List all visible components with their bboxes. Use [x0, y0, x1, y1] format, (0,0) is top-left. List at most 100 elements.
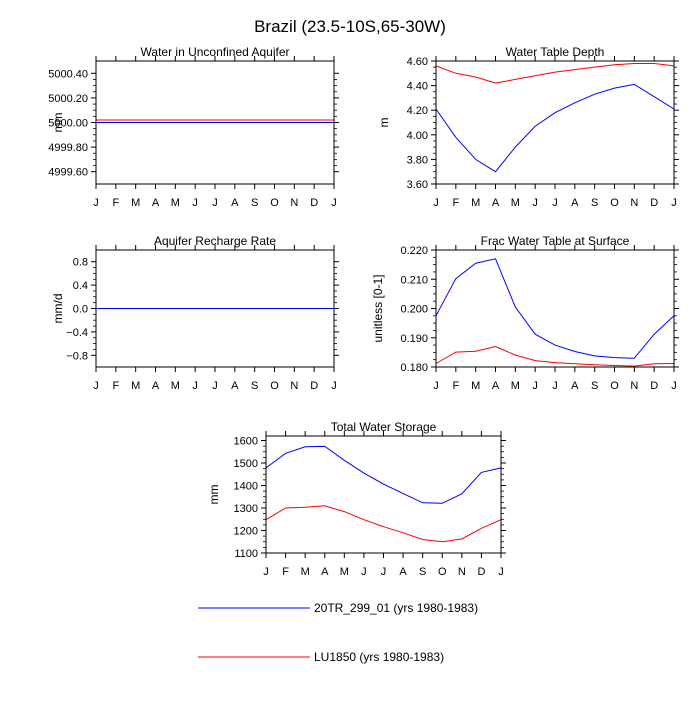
xtick-label-frac-water-table-at-surface: J [552, 380, 558, 392]
panel-frac-water-table-at-surface: Frac Water Table at Surface unitless [0-1… [371, 234, 679, 392]
xtick-label-frac-water-table-at-surface: A [571, 380, 579, 392]
ytick-label-water-table-depth: 4.00 [407, 130, 428, 142]
panels: Water in Unconfined Aquifer mm 4999.60 4999… [48, 45, 679, 578]
xtick-label-frac-water-table-at-surface: J [671, 380, 677, 392]
legend-label-lu1850: LU1850 (yrs 1980-1983) [314, 650, 444, 664]
figure-title: Brazil (23.5-10S,65-30W) [254, 17, 446, 36]
panel-title-aquifer-recharge-rate: Aquifer Recharge Rate [154, 234, 276, 248]
panel-water-table-depth: Water Table Depth m 3.60 3.80 4.00 4.20 4.40 4.… [377, 45, 679, 209]
xtick-label-total-water-storage: M [340, 566, 349, 578]
xtick-label-water-table-depth: J [552, 197, 558, 209]
ytick-label-total-water-storage: 1100 [234, 548, 258, 560]
ytick-label-total-water-storage: 1500 [234, 458, 258, 470]
ytick-label-water-in-unconfined-aquifer: 4999.80 [48, 142, 88, 154]
panel-total-water-storage: Total Water Storage mm 1100 1200 1300 1400 150… [207, 420, 506, 578]
xtick-label-water-in-unconfined-aquifer: J [331, 197, 337, 209]
xtick-label-water-table-depth: J [433, 197, 439, 209]
ytick-label-water-in-unconfined-aquifer: 5000.00 [48, 118, 88, 130]
ylabel-water-in-unconfined-aquifer: mm [51, 113, 65, 133]
xtick-label-aquifer-recharge-rate: D [310, 380, 318, 392]
xtick-label-water-in-unconfined-aquifer: S [251, 197, 258, 209]
panel-title-water-table-depth: Water Table Depth [506, 45, 605, 59]
xtick-label-total-water-storage: J [498, 566, 504, 578]
xtick-label-total-water-storage: D [477, 566, 485, 578]
xtick-label-water-in-unconfined-aquifer: A [152, 197, 160, 209]
series-line-lu1850-frac-water-table-at-surface [435, 345, 675, 367]
xtick-label-frac-water-table-at-surface: N [630, 380, 638, 392]
panel-water-in-unconfined-aquifer: Water in Unconfined Aquifer mm 4999.60 4999… [48, 45, 339, 209]
series-line-20tr-299-01-frac-water-table-at-surface [435, 258, 675, 359]
legend: 20TR_299_01 (yrs 1980-1983) LU1850 (yrs … [198, 601, 478, 664]
xtick-label-water-table-depth: M [511, 197, 520, 209]
xtick-label-water-in-unconfined-aquifer: F [112, 197, 119, 209]
ytick-label-total-water-storage: 1600 [234, 436, 258, 448]
plot-frame-water-in-unconfined-aquifer [95, 60, 335, 185]
ytick-label-aquifer-recharge-rate: −0.4 [66, 327, 88, 339]
xtick-label-frac-water-table-at-surface: D [650, 380, 658, 392]
panel-title-frac-water-table-at-surface: Frac Water Table at Surface [481, 234, 630, 248]
xtick-label-water-in-unconfined-aquifer: A [231, 197, 239, 209]
ytick-label-total-water-storage: 1300 [234, 503, 258, 515]
xtick-label-total-water-storage: A [399, 566, 407, 578]
xtick-label-frac-water-table-at-surface: J [532, 380, 538, 392]
series-line-20tr-299-01-total-water-storage [265, 445, 502, 504]
xtick-label-aquifer-recharge-rate: O [270, 380, 279, 392]
ytick-label-water-table-depth: 4.40 [407, 81, 428, 93]
ytick-label-water-table-depth: 3.60 [407, 179, 428, 191]
ylabel-water-table-depth: m [377, 118, 391, 128]
xtick-label-water-in-unconfined-aquifer: J [93, 197, 99, 209]
xtick-label-frac-water-table-at-surface: F [452, 380, 459, 392]
xtick-label-total-water-storage: O [438, 566, 447, 578]
panel-aquifer-recharge-rate: Aquifer Recharge Rate mm/d −0.8 −0.4 0.0 0.4 0… [51, 234, 339, 392]
ytick-label-water-in-unconfined-aquifer: 5000.20 [48, 93, 88, 105]
xtick-label-frac-water-table-at-surface: S [591, 380, 598, 392]
xtick-label-aquifer-recharge-rate: J [212, 380, 218, 392]
ylabel-total-water-storage: mm [207, 485, 221, 505]
ytick-label-frac-water-table-at-surface: 0.210 [400, 274, 428, 286]
panel-title-total-water-storage: Total Water Storage [331, 420, 437, 434]
ylabel-frac-water-table-at-surface: unitless [0-1] [371, 274, 385, 342]
xtick-label-total-water-storage: N [458, 566, 466, 578]
plot-frame-aquifer-recharge-rate [95, 249, 335, 368]
xtick-label-water-in-unconfined-aquifer: D [310, 197, 318, 209]
plot-frame-frac-water-table-at-surface [435, 249, 675, 368]
ytick-label-total-water-storage: 1400 [234, 481, 258, 493]
series-line-20tr-299-01-water-table-depth [435, 83, 675, 173]
xtick-label-aquifer-recharge-rate: N [290, 380, 298, 392]
xtick-label-water-table-depth: M [471, 197, 480, 209]
ytick-label-aquifer-recharge-rate: 0.4 [73, 280, 88, 292]
xtick-label-total-water-storage: A [321, 566, 329, 578]
ytick-label-water-table-depth: 3.80 [407, 154, 428, 166]
ytick-label-aquifer-recharge-rate: −0.8 [66, 350, 88, 362]
panel-title-water-in-unconfined-aquifer: Water in Unconfined Aquifer [141, 45, 290, 59]
xtick-label-water-table-depth: J [671, 197, 677, 209]
ytick-label-water-in-unconfined-aquifer: 4999.60 [48, 167, 88, 179]
xtick-label-total-water-storage: F [282, 566, 289, 578]
ytick-label-aquifer-recharge-rate: 0.8 [73, 257, 88, 269]
xtick-label-aquifer-recharge-rate: J [93, 380, 99, 392]
ytick-label-frac-water-table-at-surface: 0.220 [400, 245, 428, 257]
xtick-label-total-water-storage: J [263, 566, 269, 578]
xtick-label-frac-water-table-at-surface: A [492, 380, 500, 392]
xtick-label-aquifer-recharge-rate: A [231, 380, 239, 392]
ylabel-aquifer-recharge-rate: mm/d [51, 294, 65, 324]
xtick-label-aquifer-recharge-rate: M [131, 380, 140, 392]
xtick-label-water-table-depth: D [650, 197, 658, 209]
xtick-label-water-in-unconfined-aquifer: M [131, 197, 140, 209]
series-line-lu1850-water-table-depth [435, 63, 675, 84]
xtick-label-water-table-depth: J [532, 197, 538, 209]
xtick-label-water-table-depth: S [591, 197, 598, 209]
xtick-label-total-water-storage: J [361, 566, 367, 578]
xtick-label-aquifer-recharge-rate: J [192, 380, 198, 392]
xtick-label-aquifer-recharge-rate: M [171, 380, 180, 392]
ytick-label-frac-water-table-at-surface: 0.190 [400, 333, 428, 345]
xtick-label-water-in-unconfined-aquifer: N [290, 197, 298, 209]
xtick-label-frac-water-table-at-surface: J [433, 380, 439, 392]
ytick-label-frac-water-table-at-surface: 0.180 [400, 362, 428, 374]
ytick-label-water-table-depth: 4.20 [407, 105, 428, 117]
xtick-label-total-water-storage: M [301, 566, 310, 578]
xtick-label-aquifer-recharge-rate: J [331, 380, 337, 392]
xtick-label-water-table-depth: O [610, 197, 619, 209]
xtick-label-water-in-unconfined-aquifer: J [192, 197, 198, 209]
ytick-label-water-table-depth: 4.60 [407, 56, 428, 68]
